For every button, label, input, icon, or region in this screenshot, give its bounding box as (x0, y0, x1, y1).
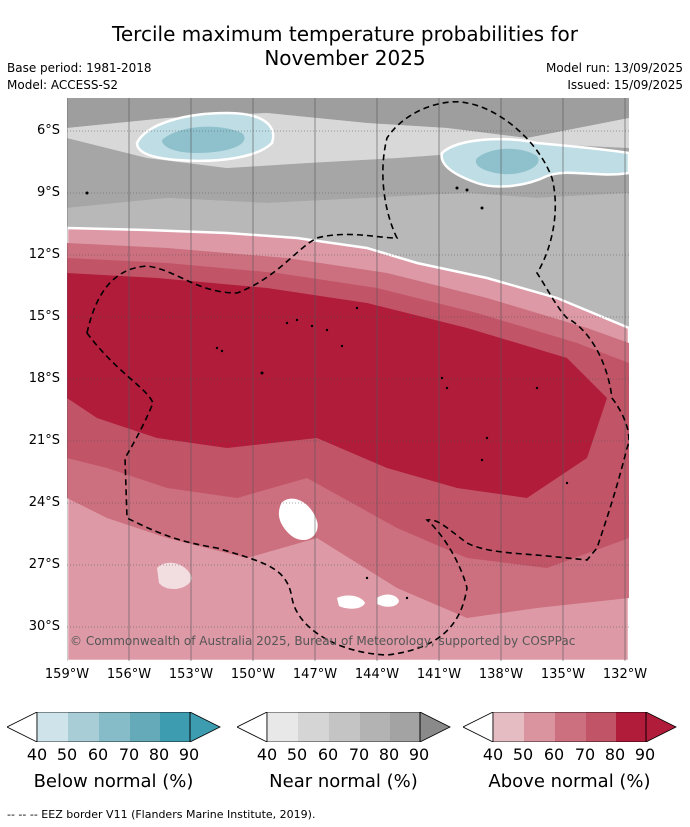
y-tick-label: 30°S (28, 619, 60, 634)
latitude-gridlines (67, 130, 629, 628)
model-run: Model run: 13/09/2025 (545, 61, 683, 75)
base-period: Base period: 1981-2018 (7, 61, 152, 75)
copyright-notice: © Commonwealth of Australia 2025, Bureau… (70, 634, 576, 648)
colorbar-below (7, 712, 221, 742)
x-tick-label: 156°W (106, 667, 152, 682)
meta-right: Model run: 13/09/2025 Issued: 15/09/2025 (546, 60, 683, 94)
light-patch-2 (278, 498, 318, 541)
legend-tick: 50 (512, 745, 534, 764)
near-normal-55-band (67, 193, 629, 328)
below-normal-blob-west-core (162, 126, 245, 153)
legend-tick: 70 (348, 745, 370, 764)
y-tick-label: 9°S (36, 185, 60, 200)
legend-tick: 90 (634, 745, 656, 764)
legend-tick: 40 (26, 745, 48, 764)
legend-tick: 60 (543, 745, 565, 764)
y-tick-label: 24°S (28, 495, 60, 510)
legend-tick: 60 (317, 745, 339, 764)
light-patch-3 (337, 595, 365, 609)
title-line-2: November 2025 (264, 46, 426, 70)
map-title: Tercile maximum temperature probabilitie… (0, 22, 690, 70)
y-tick-label: 12°S (28, 247, 60, 262)
eez-footnote: -- -- -- EEZ border V11 (Flanders Marine… (7, 808, 316, 821)
legend-tick: 90 (178, 745, 200, 764)
x-tick-label: 135°W (540, 667, 586, 682)
legend-tick: 80 (378, 745, 400, 764)
model-name: Model: ACCESS-S2 (7, 78, 119, 92)
light-patch-4 (377, 594, 399, 607)
x-tick-label: 144°W (354, 667, 400, 682)
x-tick-label: 159°W (44, 667, 90, 682)
legend-label-near: Near normal (%) (269, 771, 418, 792)
legend-tick: 70 (118, 745, 140, 764)
y-tick-label: 21°S (28, 433, 60, 448)
legend-near-normal (237, 712, 453, 742)
y-tick-label: 27°S (28, 557, 60, 572)
colorbar-above (463, 712, 677, 742)
legend-tick: 80 (148, 745, 170, 764)
meta-left: Base period: 1981-2018 Model: ACCESS-S2 (7, 60, 152, 94)
eez-border (86, 101, 629, 656)
near-normal-70-band (67, 98, 629, 138)
legend-label-above: Above normal (%) (488, 771, 651, 792)
y-tick-label: 15°S (28, 309, 60, 324)
colorbar-near (237, 712, 451, 742)
issued-date: Issued: 15/09/2025 (567, 78, 683, 92)
x-tick-label: 150°W (230, 667, 276, 682)
islands (85, 186, 569, 600)
map-panel: © Commonwealth of Australia 2025, Bureau… (67, 98, 629, 661)
x-tick-label: 147°W (292, 667, 338, 682)
legend-tick: 70 (574, 745, 596, 764)
legend-tick: 60 (87, 745, 109, 764)
legend-tick: 40 (256, 745, 278, 764)
x-tick-label: 141°W (416, 667, 462, 682)
probability-map (67, 98, 629, 661)
x-tick-label: 138°W (478, 667, 524, 682)
above-normal-80-band (67, 273, 607, 498)
legend-tick: 40 (482, 745, 504, 764)
x-tick-label: 153°W (168, 667, 214, 682)
legend-tick: 50 (56, 745, 78, 764)
y-tick-label: 6°S (36, 123, 60, 138)
x-tick-label: 132°W (602, 667, 648, 682)
longitude-gridlines (67, 98, 626, 661)
legend-above-normal (463, 712, 679, 742)
legend-below-normal (7, 712, 223, 742)
y-tick-label: 18°S (28, 371, 60, 386)
legend-tick: 80 (604, 745, 626, 764)
title-line-1: Tercile maximum temperature probabilitie… (112, 22, 578, 46)
below-normal-blob-east-core (475, 148, 539, 175)
light-patch-1 (157, 562, 192, 590)
legend-label-below: Below normal (%) (33, 771, 194, 792)
legend-tick: 50 (286, 745, 308, 764)
legend-tick: 90 (408, 745, 430, 764)
